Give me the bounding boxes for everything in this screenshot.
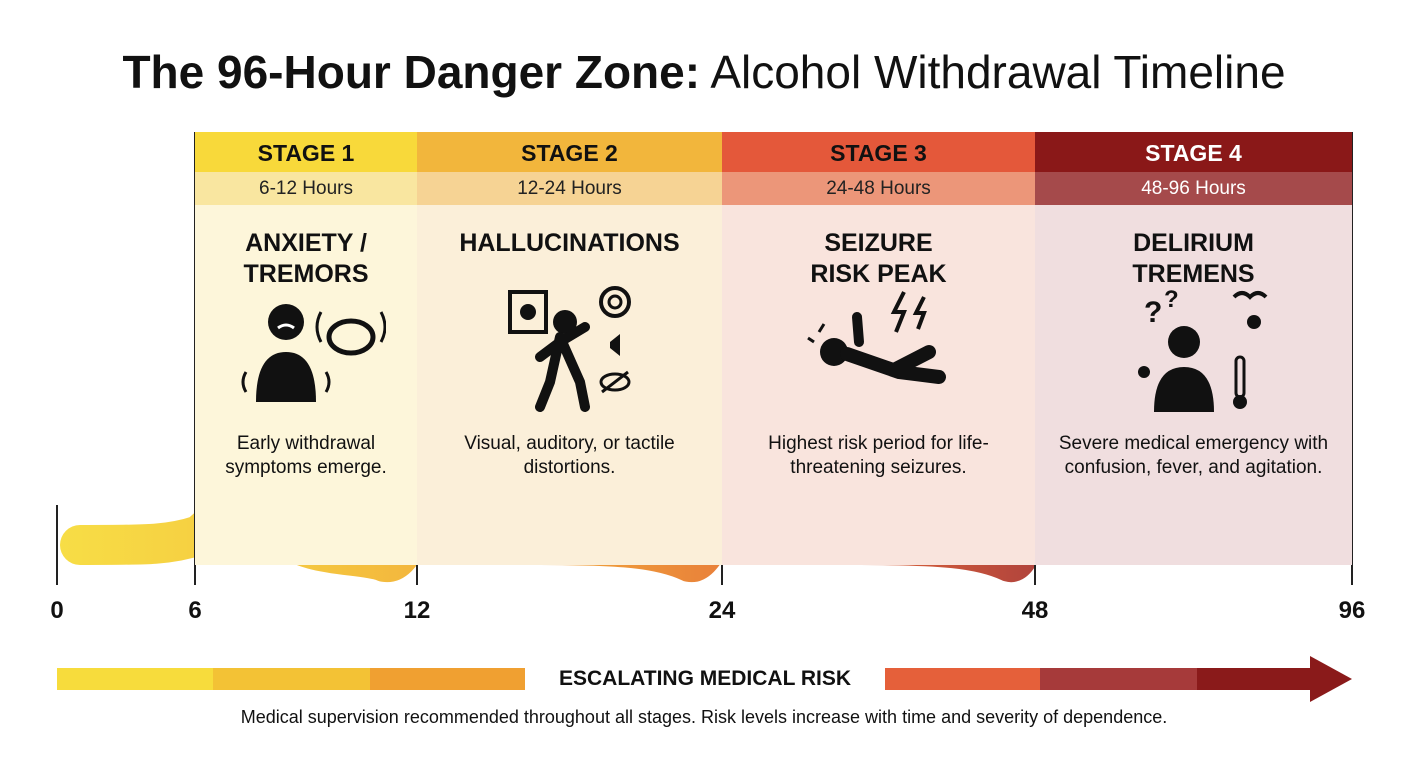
footnote: Medical supervision recommended througho… <box>240 707 1168 727</box>
stage-heading: SEIZURE RISK PEAK <box>810 229 947 288</box>
stage-description: Visual, auditory, or tactile distortions… <box>464 433 675 478</box>
risk-arrow <box>1310 656 1352 702</box>
title: The 96-Hour Danger Zone: Alcohol Withdra… <box>0 42 1408 102</box>
axis-tick-label: 0 <box>50 597 63 624</box>
stage-label: STAGE 3 <box>722 132 1035 172</box>
stage-heading: DELIRIUM TREMENS <box>1132 229 1255 288</box>
risk-segment <box>213 668 370 690</box>
stage-hours: 6-12 Hours <box>195 172 417 205</box>
stage-heading: ANXIETY / TREMORS <box>243 229 369 288</box>
stage-description: Highest risk period for life-threatening… <box>768 433 989 478</box>
stage-column: STAGE 2 12-24 Hours HALLUCINATIONS Visual, … <box>417 132 722 565</box>
axis-tick-label: 96 <box>1339 597 1366 624</box>
stage-label: STAGE 4 <box>1035 132 1352 172</box>
stage-column: STAGE 3 24-48 Hours SEIZURE RISK PEAK Highe… <box>722 132 1035 565</box>
stage-column: STAGE 1 6-12 Hours ANXIETY / TREMORS Early … <box>195 132 417 565</box>
risk-segment <box>370 668 525 690</box>
risk-label: ESCALATING MEDICAL RISK <box>558 667 852 690</box>
axis-tick-label: 24 <box>709 597 736 624</box>
stage-hours: 12-24 Hours <box>417 172 722 205</box>
risk-bar <box>57 656 1352 702</box>
risk-segment <box>1197 668 1317 690</box>
stage-column: STAGE 4 48-96 Hours DELIRIUM TREMENS?? Seve… <box>1035 132 1352 565</box>
stage-label: STAGE 1 <box>195 132 417 172</box>
stage-description: Early withdrawal symptoms emerge. <box>225 433 387 478</box>
title-regular: Alcohol Withdrawal Timeline <box>710 46 1286 98</box>
svg-text:?: ? <box>1144 296 1162 329</box>
axis-tick-label: 48 <box>1022 597 1049 624</box>
stage-icon: ?? <box>1137 286 1267 412</box>
title-bold: The 96-Hour Danger Zone: <box>122 46 701 98</box>
stage-label: STAGE 2 <box>417 132 722 172</box>
stage-heading: HALLUCINATIONS <box>459 229 680 257</box>
axis-tick-label: 6 <box>188 597 201 624</box>
stage-icon <box>241 304 386 402</box>
stage-hours: 48-96 Hours <box>1035 172 1352 205</box>
stage-icon <box>507 286 631 412</box>
svg-text:?: ? <box>1164 286 1179 313</box>
risk-segment <box>1040 668 1197 690</box>
stage-hours: 24-48 Hours <box>722 172 1035 205</box>
risk-segment <box>57 668 213 690</box>
risk-segment <box>885 668 1040 690</box>
axis-tick-label: 12 <box>404 597 431 624</box>
stage-description: Severe medical emergency with confusion,… <box>1058 433 1329 478</box>
stage-icon <box>806 291 946 384</box>
